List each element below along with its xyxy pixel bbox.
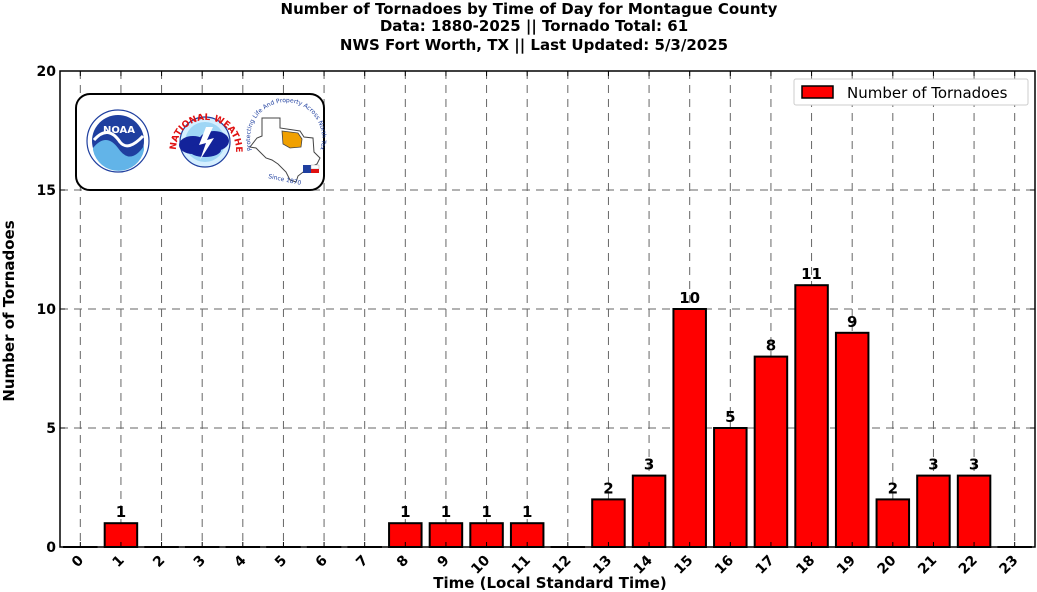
x-tick-label: 2 [150,553,168,571]
legend-box [793,78,1029,106]
y-axis-label: Number of Tornadoes [0,220,18,401]
x-tick-label: 0 [69,552,87,570]
data-label-hour-20: 2 [888,479,898,497]
data-label-hour-15: 10 [679,289,700,307]
y-tick-label: 0 [46,540,56,556]
bar-hour-21 [916,474,951,549]
x-tick-label: 23 [996,553,1021,578]
bar-hour-22 [956,474,992,549]
x-tick-label: 7 [353,553,371,571]
data-label-hour-10: 1 [481,503,491,521]
legend-swatch [801,85,834,99]
x-tick-label: 6 [313,553,331,571]
data-label-hour-9: 1 [441,503,451,521]
x-tick-label: 1 [110,553,128,571]
x-tick-label: 8 [394,553,412,571]
x-tick-label: 21 [915,553,940,578]
logo-box: NOAA NATIONAL WEATHER SERVICE [0,0,327,191]
chart-title-line-2: Data: 1880-2025 || Tornado Total: 61 [380,17,688,36]
data-label-hour-19: 9 [847,313,857,331]
bar-hour-17 [753,355,789,548]
y-tick-label: 15 [37,183,56,199]
bar-hour-19 [834,331,870,548]
data-label-hour-13: 2 [603,479,613,497]
x-tick-label: 20 [875,552,900,577]
y-tick-label: 10 [37,302,57,318]
data-label-hour-16: 5 [725,408,735,426]
x-tick-label: 3 [191,553,209,571]
bar-hour-15 [672,308,707,548]
bar-hour-20 [875,498,911,548]
data-label-hour-22: 3 [969,456,979,474]
y-tick-label: 5 [46,421,56,437]
noaa-logo: NOAA [86,109,150,173]
chart-title-line-3: NWS Fort Worth, TX || Last Updated: 5/3/… [340,36,728,55]
y-tick-label: 20 [37,64,57,80]
bar-hour-18 [794,284,829,548]
data-label-hour-1: 1 [116,503,126,521]
x-tick-label: 4 [231,552,249,570]
x-axis-label: Time (Local Standard Time) [433,574,667,592]
data-label-hour-8: 1 [400,503,410,521]
x-tick-label: 19 [834,553,859,578]
data-label-hour-14: 3 [644,456,654,474]
data-label-hour-21: 3 [928,456,938,474]
y-tick-labels: 0 5 10 15 20 [37,64,57,556]
axis-ticks [60,70,1035,548]
x-tick-label: 22 [956,553,981,578]
noaa-logo-text: NOAA [103,125,135,136]
bars [63,284,1032,549]
data-label-hour-18: 11 [801,265,822,283]
data-label-hour-17: 8 [766,337,776,355]
chart-title-line-1: Number of Tornadoes by Time of Day for M… [281,0,778,18]
bar-hour-16 [713,427,748,548]
legend-label: Number of Tornadoes [847,84,1008,102]
x-tick-label: 18 [793,553,818,578]
bar-hour-14 [631,474,667,549]
data-label-hour-11: 1 [522,503,532,521]
x-tick-label: 9 [435,553,453,571]
legend: Number of Tornadoes [793,78,1029,106]
x-tick-label: 17 [753,553,778,578]
bar-hour-13 [591,498,626,548]
x-tick-label: 16 [712,553,737,578]
x-tick-label: 5 [272,553,290,571]
x-tick-label: 15 [671,553,696,578]
